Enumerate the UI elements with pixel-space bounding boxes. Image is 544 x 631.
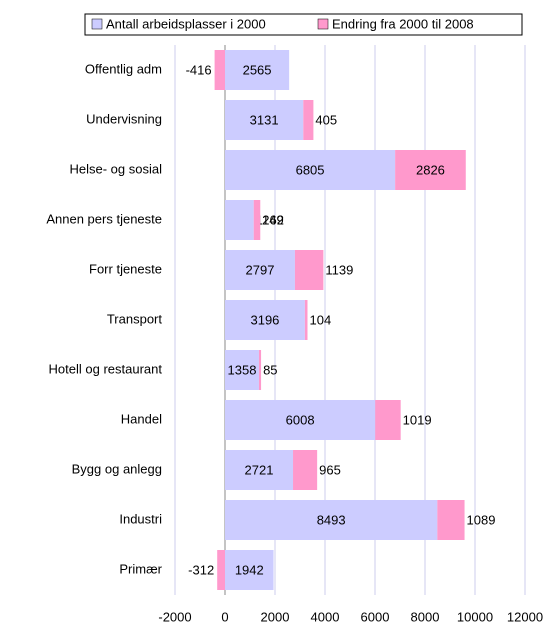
data-label: 2721 (245, 462, 274, 477)
bar (225, 50, 290, 90)
data-label: 2565 (243, 62, 272, 77)
bar (304, 300, 308, 340)
bar (437, 500, 465, 540)
bar (214, 50, 225, 90)
y-tick-label: Bygg og anlegg (72, 461, 162, 476)
data-label: 3196 (250, 312, 279, 327)
data-label: 1019 (403, 412, 432, 427)
legend-label: Antall arbeidsplasser i 2000 (106, 16, 266, 31)
bar (225, 100, 304, 140)
bar (225, 300, 305, 340)
bar (225, 450, 294, 490)
y-tick-label: Hotell og restaurant (49, 361, 163, 376)
bar (225, 150, 396, 190)
data-label: 1942 (235, 562, 264, 577)
x-tick-label: 8000 (411, 609, 440, 624)
x-tick-label: 4000 (311, 609, 340, 624)
data-label: 1149 (256, 212, 284, 227)
y-tick-label: Industri (119, 511, 162, 526)
y-tick-label: Handel (121, 411, 162, 426)
y-tick-label: Undervisning (86, 111, 162, 126)
data-label: 85 (263, 362, 277, 377)
data-label: -416 (186, 62, 212, 77)
bar (217, 550, 225, 590)
legend-swatch (317, 18, 329, 30)
data-label: 8493 (317, 512, 346, 527)
bar (303, 100, 314, 140)
bar (225, 200, 254, 240)
bar (225, 350, 259, 390)
data-label: 1139 (325, 262, 353, 277)
data-label: 2797 (246, 262, 275, 277)
data-label: 1358 (228, 362, 257, 377)
y-tick-label: Transport (107, 311, 163, 326)
data-label: 104 (310, 312, 332, 327)
bar (294, 250, 324, 290)
bar (293, 450, 318, 490)
bar (253, 200, 261, 240)
bar (375, 400, 401, 440)
bar (225, 250, 295, 290)
bar (225, 500, 438, 540)
y-tick-label: Offentlig adm (85, 61, 162, 76)
x-tick-label: -2000 (158, 609, 191, 624)
bar (225, 550, 274, 590)
y-tick-label: Forr tjeneste (89, 261, 162, 276)
data-label: 6008 (286, 412, 315, 427)
y-tick-label: Helse- og sosial (70, 161, 163, 176)
legend-label: Endring fra 2000 til 2008 (332, 16, 474, 31)
y-tick-label: Annen pers tjeneste (46, 211, 162, 226)
data-label: 2826 (416, 162, 445, 177)
data-label: 6805 (296, 162, 325, 177)
data-label: 965 (319, 462, 341, 477)
data-label: 262 (262, 212, 284, 227)
x-tick-label: 0 (221, 609, 228, 624)
x-tick-label: 6000 (361, 609, 390, 624)
x-tick-label: 2000 (261, 609, 290, 624)
data-label: -312 (188, 562, 214, 577)
legend-box (84, 13, 523, 36)
bar (258, 350, 262, 390)
x-tick-label: 12000 (507, 609, 543, 624)
y-tick-label: Primær (119, 561, 162, 576)
bar (395, 150, 466, 190)
data-label: 3131 (250, 112, 279, 127)
data-label: 1089 (467, 512, 496, 527)
data-label: 405 (315, 112, 337, 127)
legend-swatch (91, 18, 103, 30)
x-tick-label: 10000 (457, 609, 493, 624)
bar (225, 400, 376, 440)
